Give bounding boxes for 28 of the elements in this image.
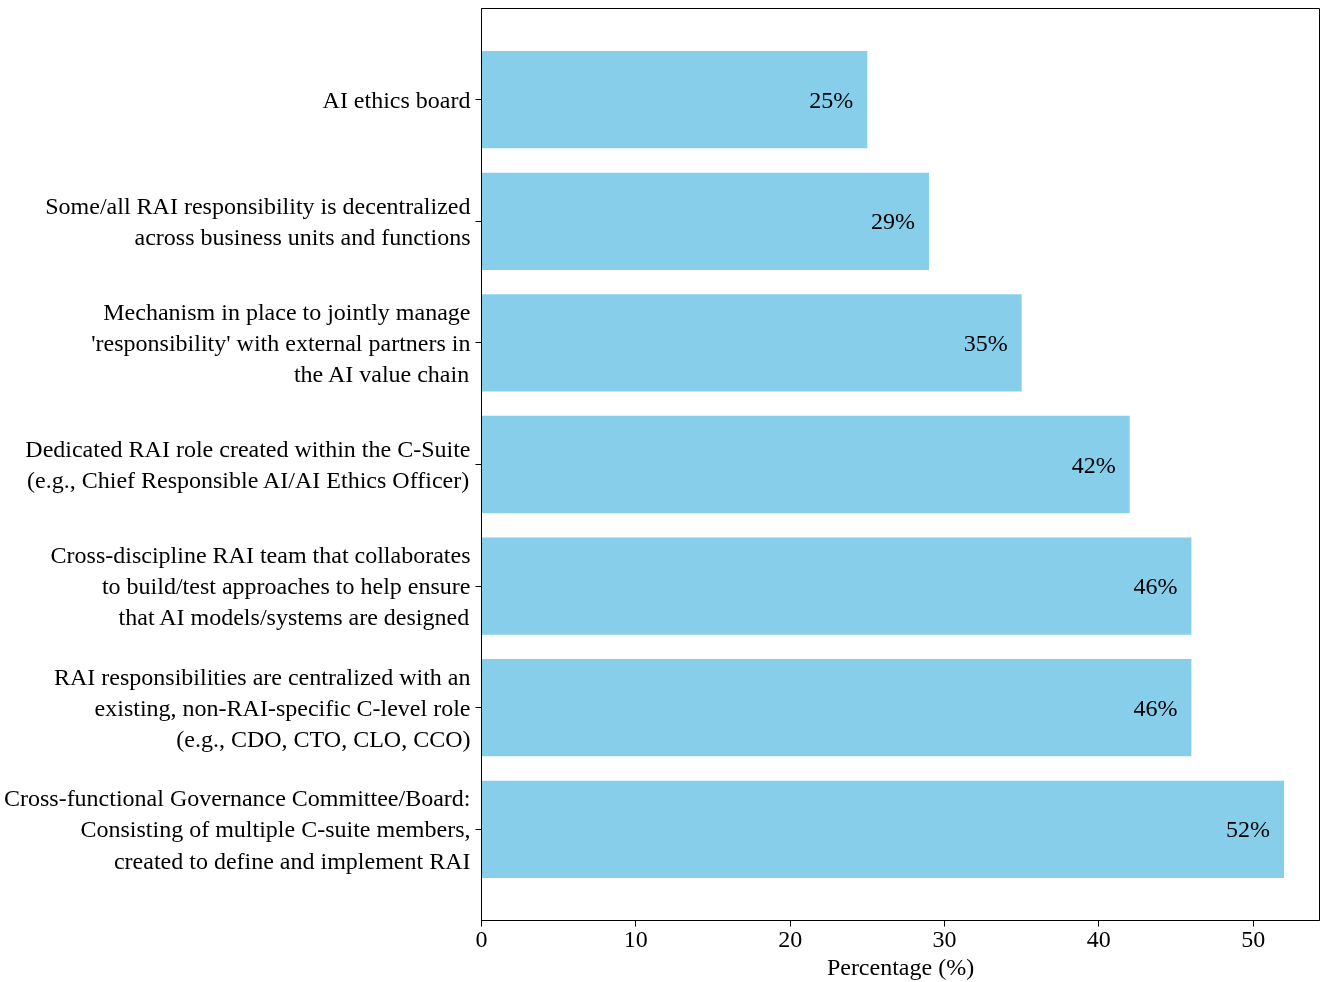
x-tick-label: 0 <box>475 925 488 952</box>
x-tick-label: 40 <box>1086 925 1111 952</box>
bar <box>481 172 930 270</box>
y-tick-label: Mechanism in place to jointly manage 'responsibility' with external partners in the AI value chain <box>91 298 471 388</box>
y-tick-label: Cross-functional Governance Committee/Board: Consisting of multiple C-suite members, created to define and implement RAI <box>3 785 471 874</box>
bar <box>481 294 1022 392</box>
x-axis-title: Percentage (%) <box>826 953 975 980</box>
data-label: 29% <box>871 208 916 235</box>
data-label: 46% <box>1133 573 1178 600</box>
data-label: 42% <box>1071 451 1116 478</box>
x-tick-label: 50 <box>1241 925 1266 952</box>
y-tick-label: Some/all RAI responsibility is decentralized across business units and functions <box>45 192 471 250</box>
y-tick-label: AI ethics board <box>322 86 471 113</box>
x-tick-label: 10 <box>623 925 648 952</box>
y-tick-label: Cross-discipline RAI team that collaborates to build/test approaches to help ensure that AI models/systems are designed <box>50 541 471 631</box>
data-label: 35% <box>963 329 1008 356</box>
bar <box>481 537 1192 635</box>
bar <box>481 780 1284 878</box>
bar <box>481 659 1192 757</box>
data-label: 25% <box>809 86 854 113</box>
bar <box>481 51 868 149</box>
y-tick-label: Dedicated RAI role created within the C-Suite (e.g., Chief Responsible AI/AI Ethics Officer) <box>25 435 471 494</box>
x-tick-label: 30 <box>932 925 957 952</box>
data-label: 52% <box>1226 816 1271 843</box>
bar <box>481 415 1130 514</box>
y-tick-label: RAI responsibilities are centralized with an existing, non-RAI-specific C-level role (e.g., CDO, CTO, CLO, CCO) <box>53 663 471 752</box>
x-tick-label: 20 <box>778 925 803 952</box>
data-label: 46% <box>1133 694 1178 721</box>
